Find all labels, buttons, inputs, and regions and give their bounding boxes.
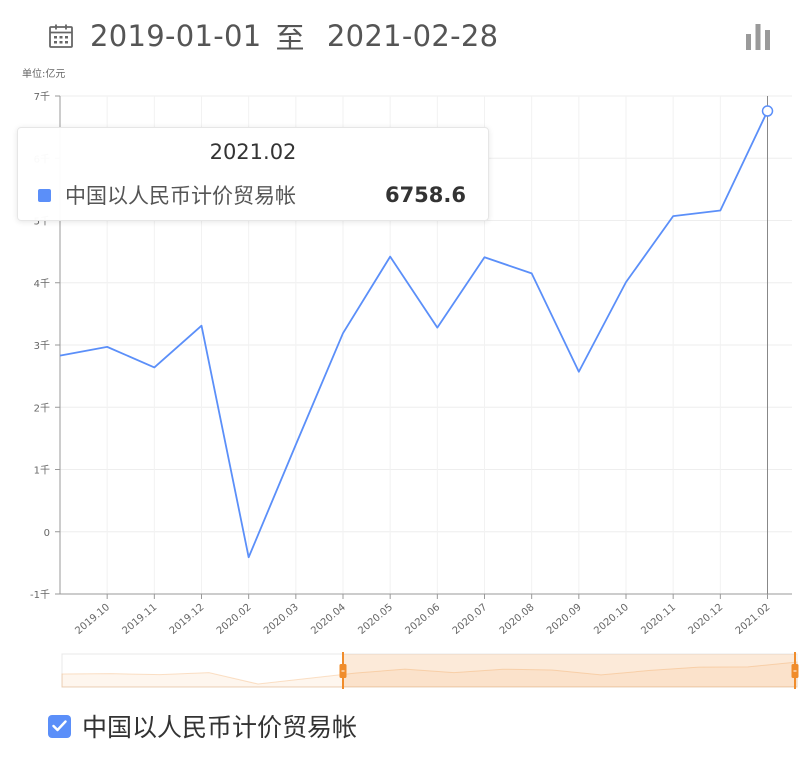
x-tick-label: 2021.02 [734,602,773,637]
y-tick-label: 2千 [34,402,50,414]
series-line [59,110,769,559]
zoom-track [61,653,798,688]
legend-item[interactable]: 中国以人民币计价贸易帐 [48,709,357,743]
x-tick-label: 2019.11 [121,602,160,637]
tooltip-title: 2021.02 [209,140,297,164]
highlight-marker [761,105,774,117]
x-tick-label: 2020.12 [687,602,726,637]
x-tick-label: 2020.05 [356,602,395,637]
date-separator: 至 [275,21,305,55]
x-tick-label: 2020.03 [262,602,301,637]
x-tick-label: 2020.04 [309,602,348,637]
start-date[interactable]: 2019-01-01 [90,19,262,53]
calendar-icon[interactable] [48,23,74,49]
line-chart[interactable]: -1千01千2千3千4千5千6千7千2019.102019.112019.122… [0,80,809,700]
unit-label: 单位:亿元 [22,69,66,80]
x-tick-label: 2020.09 [545,602,584,637]
y-tick-label: 4千 [34,278,50,290]
zoom-preview [61,661,798,688]
x-tick-label: 2020.10 [592,602,631,637]
tooltip-series-name: 中国以人民币计价贸易帐 [65,184,296,208]
tooltip-value: 6758.6 [384,183,466,207]
tooltip: 2021.02 中国以人民币计价贸易帐 6758.6 [17,127,489,221]
zoom-handle-left[interactable] [339,652,347,689]
tooltip-series-swatch [38,188,51,202]
x-tick-label: 2020.06 [404,602,443,637]
x-tick-label: 2020.02 [215,602,254,637]
bar-chart-icon[interactable] [745,22,771,50]
x-tick-label: 2020.08 [498,602,537,637]
zoom-handle-right[interactable] [791,652,799,689]
legend-label: 中国以人民币计价贸易帐 [82,713,358,742]
x-tick-label: 2019.10 [73,602,112,637]
end-date[interactable]: 2021-02-28 [326,19,499,53]
x-tick-label: 2019.12 [168,602,207,637]
y-tick-label: -1千 [30,589,50,601]
x-tick-label: 2020.07 [451,602,490,637]
y-tick-label: 7千 [34,91,50,103]
checkbox-icon[interactable] [48,714,71,738]
zoom-selection[interactable] [343,654,795,687]
x-tick-label: 2020.11 [639,602,678,637]
y-tick-label: 3千 [34,340,50,352]
y-tick-label: 1千 [34,465,50,477]
tooltip-row: 中国以人民币计价贸易帐 6758.6 [38,180,466,210]
date-range-header[interactable]: 2019-01-01 至 2021-02-28 [48,14,498,58]
y-tick-label: 0 [44,528,50,539]
